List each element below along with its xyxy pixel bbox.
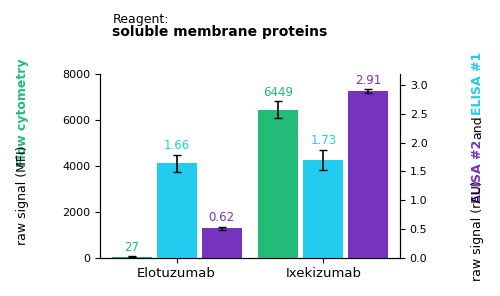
Bar: [304, 160, 344, 258]
Text: 6449: 6449: [264, 86, 294, 99]
Bar: [348, 91, 389, 258]
Text: Flow cytometry: Flow cytometry: [16, 58, 29, 167]
Text: 1.73: 1.73: [310, 134, 336, 147]
Text: raw signal (rAU): raw signal (rAU): [471, 181, 484, 281]
Bar: [112, 257, 152, 258]
Text: ELISA #1: ELISA #1: [471, 51, 484, 115]
Text: raw signal (MFI): raw signal (MFI): [16, 146, 29, 245]
Text: and: and: [471, 115, 484, 139]
Text: 27: 27: [124, 242, 139, 255]
Text: 1.66: 1.66: [164, 139, 190, 152]
Bar: [202, 229, 241, 258]
Text: 2.91: 2.91: [355, 73, 382, 86]
Text: soluble membrane proteins: soluble membrane proteins: [112, 25, 328, 39]
Text: ELISA #2: ELISA #2: [471, 140, 484, 203]
Bar: [258, 110, 298, 258]
Text: 0.62: 0.62: [208, 211, 234, 224]
Bar: [156, 163, 196, 258]
Text: Reagent:: Reagent:: [112, 13, 169, 26]
